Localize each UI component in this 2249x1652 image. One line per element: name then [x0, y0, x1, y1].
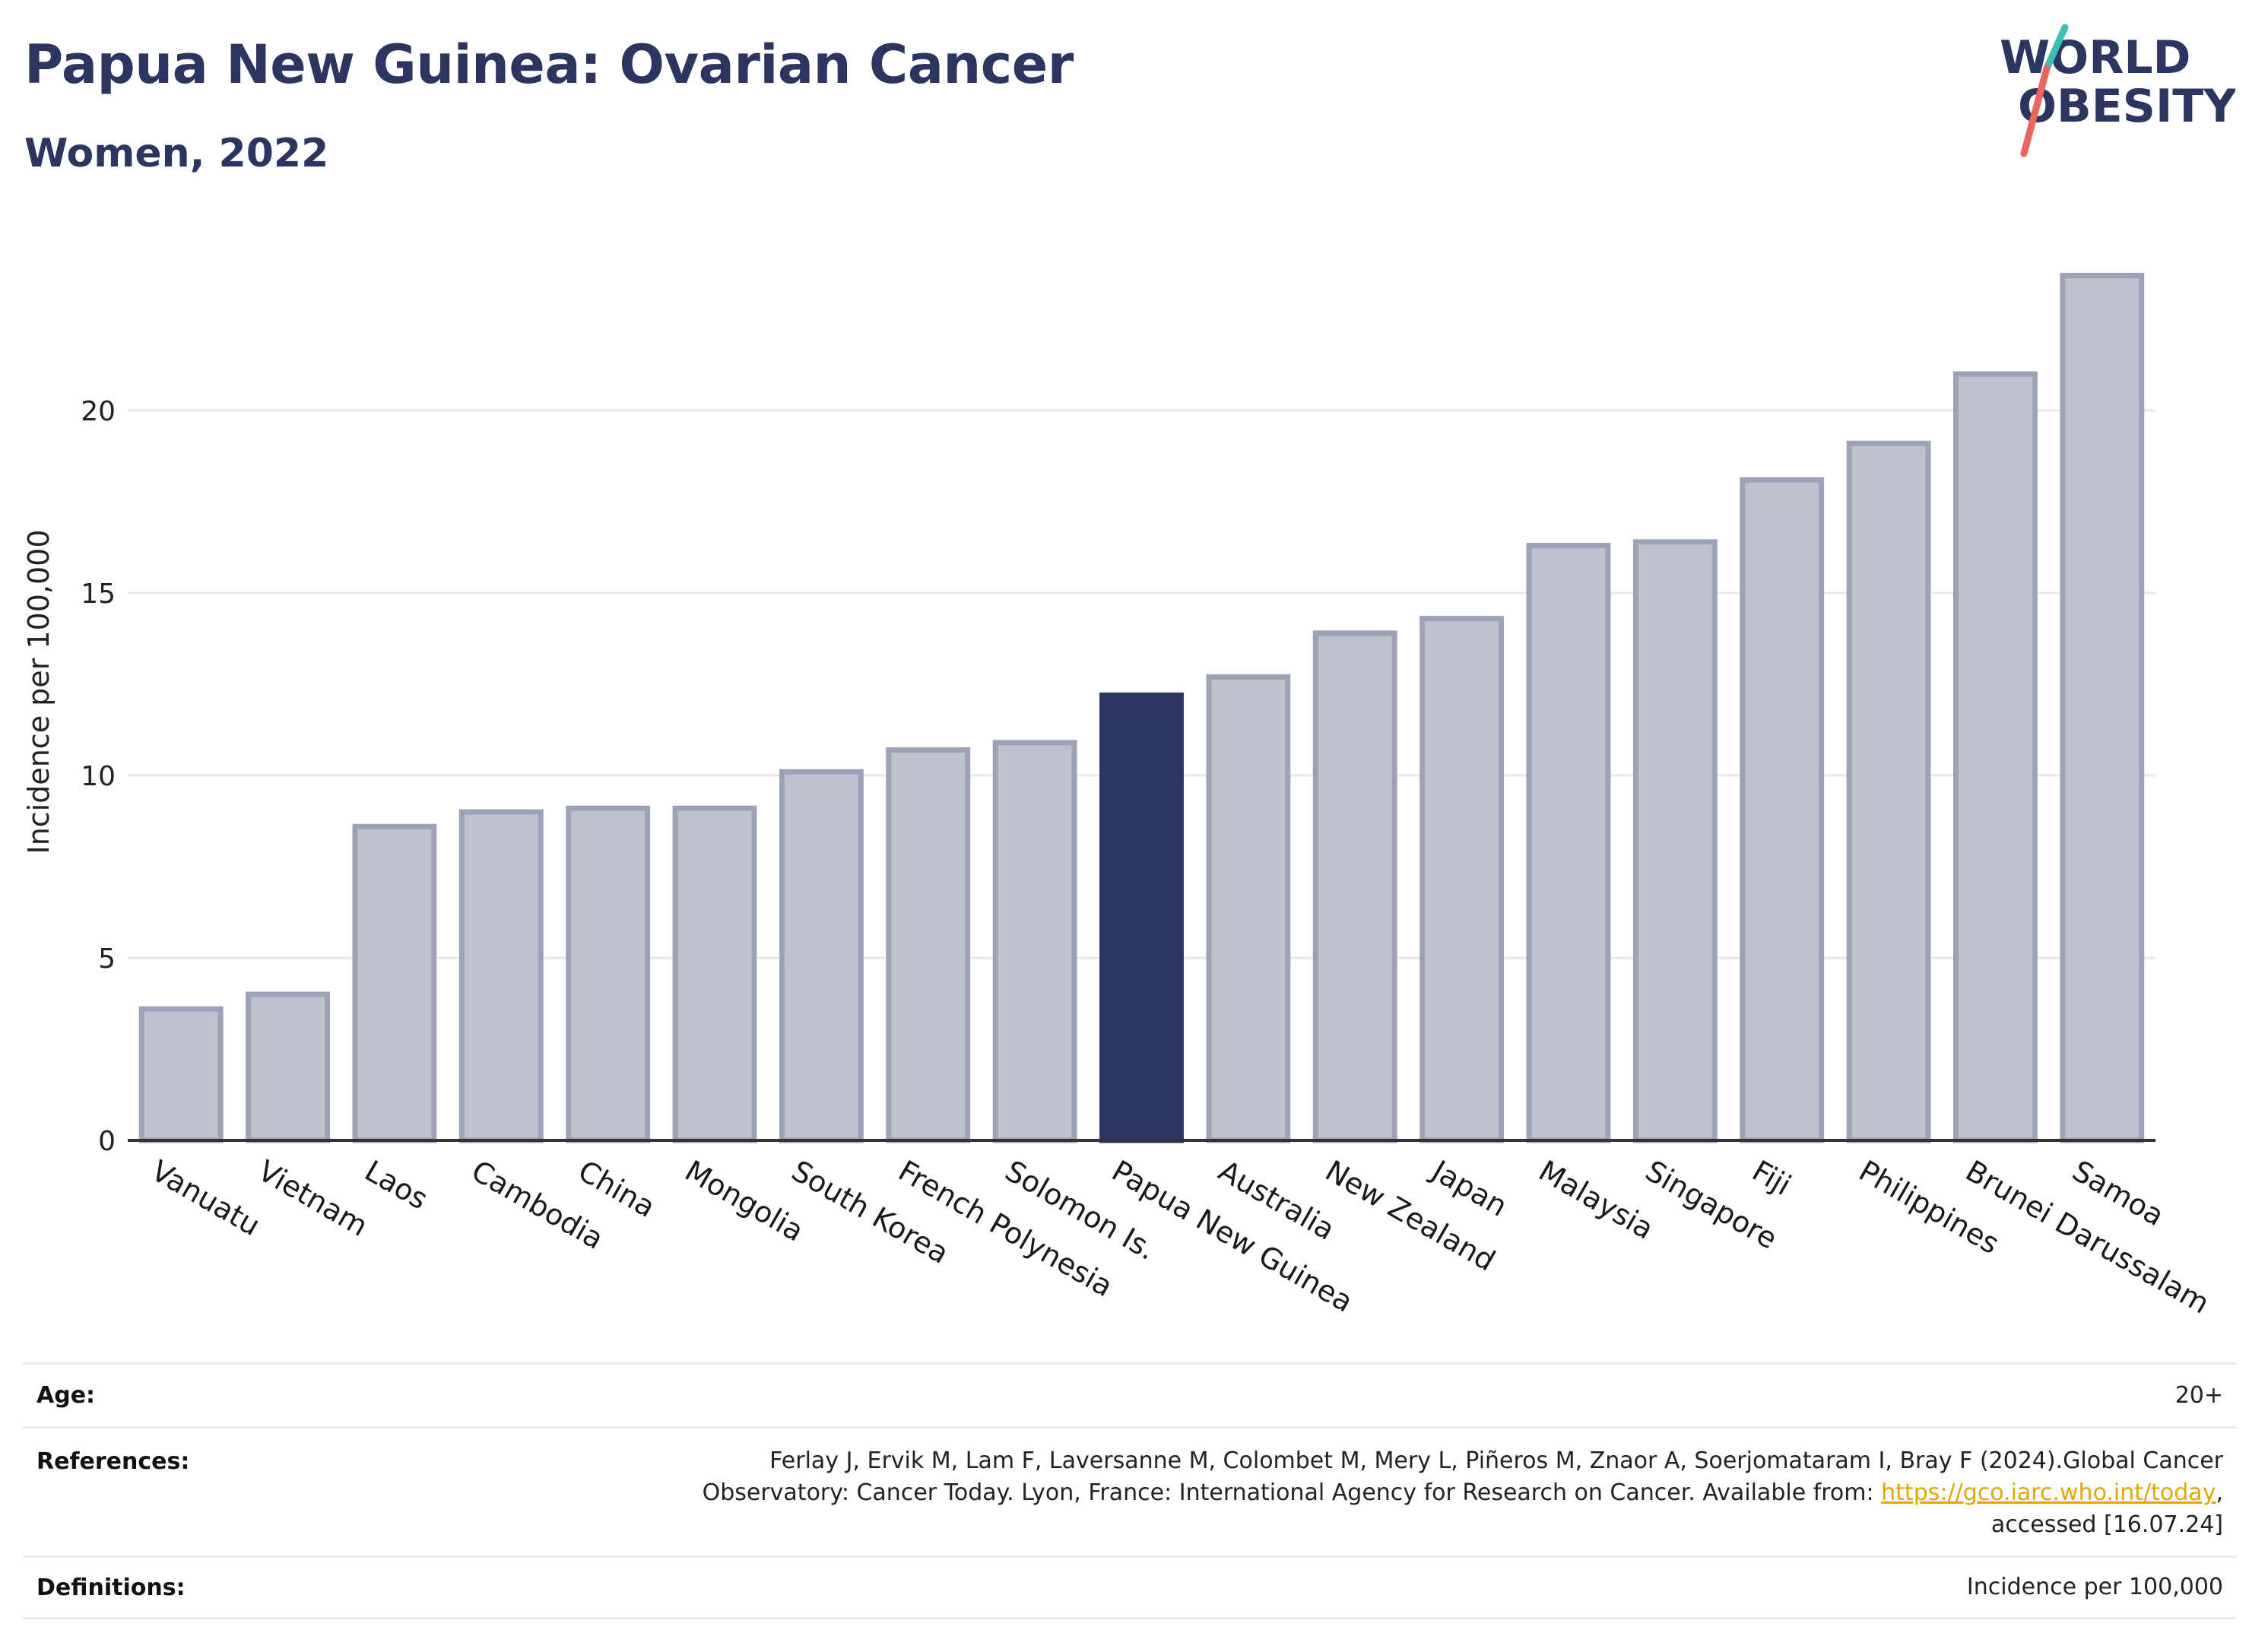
references-line2-suffix: ,: [2216, 1479, 2223, 1506]
info-row-definitions: Definitions: Incidence per 100,000: [23, 1555, 2237, 1619]
bar-china: [566, 805, 651, 1143]
bar-philippines: [1846, 440, 1931, 1143]
x-tick-label: Fiji: [1746, 1154, 1797, 1202]
y-tick-label: 0: [98, 1126, 116, 1157]
bar-fiji: [1740, 477, 1825, 1143]
bar-south-korea: [779, 769, 864, 1143]
definitions-value: Incidence per 100,000: [1966, 1574, 2223, 1600]
references-label: References:: [36, 1448, 190, 1475]
x-tick-label: Vietnam: [252, 1154, 373, 1243]
bars: [138, 272, 2145, 1143]
y-tick-labels: 0 5 10 15 20: [81, 396, 116, 1157]
info-table: Age: 20+ References: Ferlay J, Ervik M, …: [23, 1362, 2237, 1619]
info-row-references: References: Ferlay J, Ervik M, Lam F, La…: [23, 1426, 2237, 1555]
bar-singapore: [1632, 539, 1718, 1143]
bar-brunei-darussalam: [1953, 371, 2038, 1143]
y-tick-label: 15: [81, 579, 116, 610]
info-row-age: Age: 20+: [23, 1362, 2237, 1426]
references-line1: Ferlay J, Ervik M, Lam F, Laversanne M, …: [769, 1447, 2223, 1474]
age-value: 20+: [2174, 1381, 2223, 1409]
references-value: Ferlay J, Ervik M, Lam F, Laversanne M, …: [703, 1445, 2223, 1541]
bar-laos: [352, 823, 437, 1143]
world-obesity-logo: WORLD OBESITY: [2000, 24, 2235, 157]
x-tick-label: Vanuatu: [146, 1154, 266, 1242]
bar-malaysia: [1526, 543, 1611, 1143]
bar-australia: [1206, 674, 1291, 1143]
references-line3: accessed [16.07.24]: [1990, 1511, 2223, 1538]
bar-papua-new-guinea: [1099, 692, 1184, 1143]
bar-vietnam: [246, 991, 330, 1143]
y-tick-label: 20: [81, 396, 116, 427]
bar-samoa: [2060, 272, 2145, 1143]
bar-vanuatu: [138, 1006, 224, 1143]
chart-title: Papua New Guinea: Ovarian Cancer: [24, 33, 1074, 96]
bar-mongolia: [672, 805, 757, 1143]
bar-new-zealand: [1312, 630, 1397, 1143]
references-link[interactable]: https://gco.iarc.who.int/today: [1881, 1479, 2216, 1506]
y-tick-label: 10: [81, 761, 116, 792]
age-label: Age:: [36, 1382, 96, 1409]
bar-cambodia: [458, 809, 544, 1143]
logo-slash-teal: [2043, 24, 2069, 72]
y-axis-label: Incidence per 100,000: [22, 529, 56, 854]
bar-japan: [1420, 616, 1505, 1143]
y-tick-label: 5: [98, 943, 116, 975]
bar-solomon-is: [992, 740, 1077, 1143]
bar-french-polynesia: [886, 747, 971, 1143]
logo-line1: WORLD: [2000, 31, 2190, 84]
definitions-label: Definitions:: [36, 1574, 186, 1601]
logo-line2: OBESITY: [2018, 80, 2235, 133]
logo-slash-coral: [2020, 65, 2051, 157]
chart-subtitle: Women, 2022: [24, 131, 329, 176]
x-tick-label: Laos: [359, 1154, 433, 1216]
references-line2-prefix: Observatory: Cancer Today. Lyon, France:…: [702, 1479, 1882, 1506]
x-tick-label: Malaysia: [1533, 1154, 1659, 1246]
x-tick-label: Mongolia: [680, 1154, 810, 1248]
